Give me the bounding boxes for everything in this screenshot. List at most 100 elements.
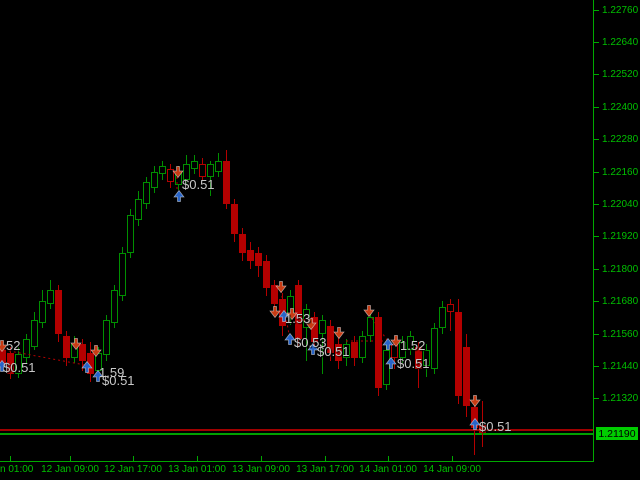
price-axis-tick bbox=[593, 301, 599, 303]
candle-body bbox=[135, 198, 142, 221]
candle-body bbox=[367, 317, 374, 337]
candle-body bbox=[271, 285, 278, 304]
time-axis-tick bbox=[452, 456, 453, 461]
price-axis-label: 1.22280 bbox=[602, 134, 639, 146]
price-axis-tick bbox=[593, 366, 599, 367]
candle-body bbox=[231, 204, 238, 234]
candle-body bbox=[199, 163, 206, 177]
price-axis-tick bbox=[593, 74, 599, 76]
price-axis-tick bbox=[593, 236, 599, 238]
sell-arrow-icon[interactable] bbox=[333, 327, 345, 340]
candle-body bbox=[439, 306, 446, 329]
bid-price-line bbox=[0, 433, 593, 435]
price-axis[interactable]: 1.22760 1.22640 1.22520 1.22400 1.22280 1.221… bbox=[593, 0, 640, 480]
time-axis-label: 13 Jan 09:00 bbox=[232, 464, 290, 475]
time-axis-label: 13 Jan 01:00 bbox=[168, 464, 226, 475]
price-axis-tick bbox=[593, 398, 599, 400]
trade-profit-label: $0.51 bbox=[102, 373, 135, 388]
chart-bottom-border bbox=[0, 461, 594, 462]
price-axis-label: 1.22400 bbox=[602, 101, 639, 113]
trade-profit-label: $0.51 bbox=[479, 419, 512, 434]
candle-body bbox=[55, 290, 62, 334]
candle-body bbox=[255, 252, 262, 267]
time-axis-tick bbox=[197, 456, 198, 461]
time-axis-tick bbox=[261, 456, 262, 461]
candle-wick bbox=[322, 314, 323, 375]
trade-profit-label: $0.51 bbox=[3, 360, 36, 375]
price-axis-tick bbox=[593, 333, 599, 335]
candle-body bbox=[247, 249, 254, 261]
trade-profit-label: $0.51 bbox=[317, 344, 350, 359]
trade-markers-overlay bbox=[0, 166, 481, 430]
price-axis-tick bbox=[593, 42, 599, 43]
candle-body bbox=[127, 214, 134, 253]
price-axis-label: 1.21920 bbox=[602, 231, 639, 243]
candle-body bbox=[151, 171, 158, 188]
candle-wick bbox=[306, 303, 307, 361]
price-axis-label: 1.22640 bbox=[602, 37, 639, 48]
trade-profit-label: 1.52 bbox=[400, 338, 426, 353]
candle-body bbox=[423, 349, 430, 366]
candle-body bbox=[79, 344, 86, 361]
candle-body bbox=[119, 252, 126, 296]
price-axis-label: 1.21440 bbox=[602, 361, 639, 372]
sell-arrow-icon[interactable] bbox=[469, 395, 481, 408]
price-axis-label: 1.21800 bbox=[602, 263, 639, 275]
candle-body bbox=[383, 349, 390, 385]
candle-body bbox=[407, 336, 414, 350]
candle-body bbox=[47, 290, 54, 304]
time-axis-label: 13 Jan 17:00 bbox=[296, 464, 354, 475]
candle-body bbox=[399, 341, 406, 358]
candle-body bbox=[343, 344, 350, 358]
current-price-value: 1.21190 bbox=[598, 427, 636, 440]
trade-profit-label: $0.51 bbox=[397, 356, 430, 371]
candle-body bbox=[375, 317, 382, 388]
candle-wick bbox=[210, 160, 211, 196]
trade-profit-label: 1.53 bbox=[285, 311, 311, 326]
candle-body bbox=[223, 160, 230, 204]
price-axis-label: 1.21680 bbox=[602, 296, 639, 308]
buy-arrow-icon[interactable] bbox=[173, 189, 185, 202]
candle-body bbox=[471, 406, 478, 429]
price-axis-label: 1.21560 bbox=[602, 328, 639, 340]
trade-profit-label: 1.59 bbox=[99, 365, 125, 380]
candle-body bbox=[103, 320, 110, 356]
candle-body bbox=[335, 344, 342, 361]
candle-body bbox=[143, 182, 150, 204]
time-axis-label: 12 Jan 09:00 bbox=[41, 464, 99, 475]
candle-body bbox=[415, 347, 422, 369]
price-axis-label: 1.22520 bbox=[602, 69, 639, 81]
time-axis[interactable]: n 01:00 12 Jan 09:00 12 Jan 17:00 13 Jan 01… bbox=[0, 462, 593, 480]
candle-body bbox=[167, 168, 174, 183]
candle-body bbox=[239, 233, 246, 253]
current-price-box: 1.21190 bbox=[596, 427, 638, 440]
candle-body bbox=[111, 290, 118, 323]
candle-body bbox=[455, 312, 462, 396]
price-axis-line bbox=[593, 0, 594, 462]
chart-plot-area[interactable]: 52 $0.51 1.59 $0.51 $0.51 1.53 $0.53 $0.51 1.52 $… bbox=[0, 0, 593, 461]
candle-body bbox=[319, 320, 326, 334]
time-axis-tick bbox=[10, 456, 11, 461]
trade-profit-label: $0.51 bbox=[182, 177, 215, 192]
price-axis-label: 1.22760 bbox=[602, 4, 639, 16]
time-axis-label: n 01:00 bbox=[0, 464, 34, 475]
time-axis-tick bbox=[133, 456, 134, 461]
time-axis-tick bbox=[70, 456, 71, 461]
sell-arrow-icon[interactable] bbox=[363, 305, 375, 318]
candle-body bbox=[159, 166, 166, 175]
candle-body bbox=[31, 320, 38, 348]
trade-profit-label: 52 bbox=[6, 338, 21, 353]
candle-body bbox=[351, 341, 358, 358]
candle-body bbox=[447, 303, 454, 312]
price-axis-tick bbox=[593, 106, 599, 108]
candle-body bbox=[359, 336, 366, 358]
time-axis-label: 12 Jan 17:00 bbox=[104, 464, 162, 475]
candle-body bbox=[39, 301, 46, 323]
ask-price-line bbox=[0, 429, 593, 432]
price-axis-tick bbox=[593, 139, 599, 141]
candle-body bbox=[23, 339, 30, 358]
candle-body bbox=[87, 352, 94, 375]
candle-body bbox=[191, 160, 198, 169]
price-axis-tick bbox=[593, 171, 599, 173]
